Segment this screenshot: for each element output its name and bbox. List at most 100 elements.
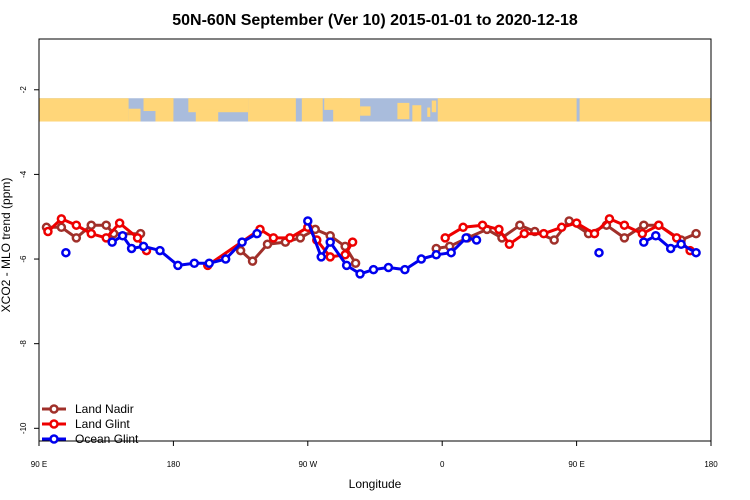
- data-point: [355, 269, 365, 279]
- data-point: [189, 258, 200, 269]
- series-line: [444, 217, 692, 252]
- data-point: [604, 214, 615, 224]
- data-point: [101, 220, 111, 230]
- data-point: [86, 220, 97, 230]
- data-point: [519, 228, 530, 239]
- data-point: [71, 220, 82, 230]
- data-point: [56, 214, 67, 224]
- data-point: [440, 233, 450, 243]
- data-point: [126, 243, 137, 254]
- map-land-patch: [155, 98, 174, 122]
- data-point: [247, 256, 258, 266]
- data-point: [252, 228, 262, 239]
- data-point: [637, 228, 648, 239]
- x-axis: 90 E 180 90 W 0 90 E 180: [31, 441, 718, 469]
- map-land-patch: [188, 98, 249, 113]
- plot-frame: [38, 38, 712, 442]
- series-layer: [41, 214, 701, 279]
- data-point: [504, 239, 515, 249]
- legend-marker: [49, 434, 59, 444]
- map-land-patch: [333, 98, 361, 122]
- data-point: [461, 233, 471, 243]
- map-land-patch: [195, 109, 219, 122]
- data-point: [494, 224, 504, 235]
- data-point: [43, 226, 53, 237]
- data-point: [691, 228, 701, 239]
- y-tick-label: -10: [19, 422, 28, 434]
- data-point: [619, 233, 630, 243]
- data-point: [155, 245, 165, 256]
- data-point: [173, 260, 183, 271]
- data-point: [316, 252, 326, 262]
- x-tick-label: 90 E: [568, 460, 584, 469]
- data-point: [446, 247, 456, 258]
- legend-marker: [49, 404, 59, 414]
- data-point: [619, 220, 630, 230]
- data-point: [132, 233, 143, 243]
- legend-label: Land Nadir: [75, 402, 134, 416]
- data-point: [671, 233, 682, 243]
- y-axis: -2 -4 -6 -8 -10: [19, 86, 39, 434]
- map-land-patch: [397, 102, 410, 120]
- data-point: [350, 258, 361, 269]
- data-point: [571, 218, 582, 228]
- chart-title: 50N-60N September (Ver 10) 2015-01-01 to…: [172, 12, 578, 29]
- legend-marker: [49, 419, 59, 429]
- data-point: [340, 250, 350, 260]
- data-point: [477, 220, 488, 230]
- map-land-patch: [248, 98, 296, 122]
- data-point: [594, 247, 604, 258]
- data-point: [556, 222, 567, 233]
- data-point: [114, 218, 125, 228]
- map-band-land: [39, 98, 711, 122]
- map-land-patch: [437, 98, 577, 122]
- data-point: [653, 220, 664, 230]
- data-point: [325, 237, 335, 247]
- y-tick-label: -4: [19, 170, 28, 178]
- map-land-patch: [128, 108, 141, 122]
- map-land-patch: [412, 105, 422, 122]
- legend-label: Ocean Glint: [75, 432, 139, 446]
- data-point: [676, 239, 686, 249]
- data-point: [237, 237, 247, 247]
- map-land-patch: [579, 98, 711, 122]
- data-point: [589, 228, 600, 239]
- map-land-patch: [301, 98, 323, 122]
- data-point: [220, 254, 231, 264]
- data-point: [86, 228, 97, 239]
- data-point: [639, 220, 649, 230]
- x-axis-label: Longitude: [349, 477, 402, 491]
- data-point: [515, 220, 525, 230]
- data-point: [262, 239, 273, 249]
- data-point: [416, 254, 427, 264]
- map-land-patch: [39, 98, 129, 122]
- data-point: [117, 231, 128, 241]
- data-point: [71, 233, 82, 243]
- data-point: [303, 216, 313, 226]
- data-point: [368, 264, 379, 275]
- y-tick-label: -6: [19, 255, 28, 263]
- x-tick-label: 0: [440, 460, 445, 469]
- data-point: [471, 235, 482, 245]
- data-point: [639, 237, 649, 247]
- data-point: [107, 237, 117, 247]
- data-point: [285, 233, 295, 243]
- data-point: [383, 262, 394, 273]
- data-point: [325, 252, 335, 262]
- map-land-patch: [324, 98, 343, 110]
- x-tick-label: 180: [704, 460, 718, 469]
- data-point: [235, 245, 246, 256]
- data-point: [347, 237, 358, 247]
- map-land-patch: [427, 107, 431, 117]
- data-point: [665, 243, 676, 254]
- map-land-patch: [431, 100, 437, 113]
- data-point: [458, 222, 468, 233]
- x-tick-label: 180: [167, 460, 181, 469]
- x-tick-label: 90 E: [31, 460, 47, 469]
- data-point: [61, 247, 71, 258]
- data-point: [650, 231, 661, 241]
- map-land-patch: [360, 106, 371, 116]
- data-point: [431, 250, 441, 260]
